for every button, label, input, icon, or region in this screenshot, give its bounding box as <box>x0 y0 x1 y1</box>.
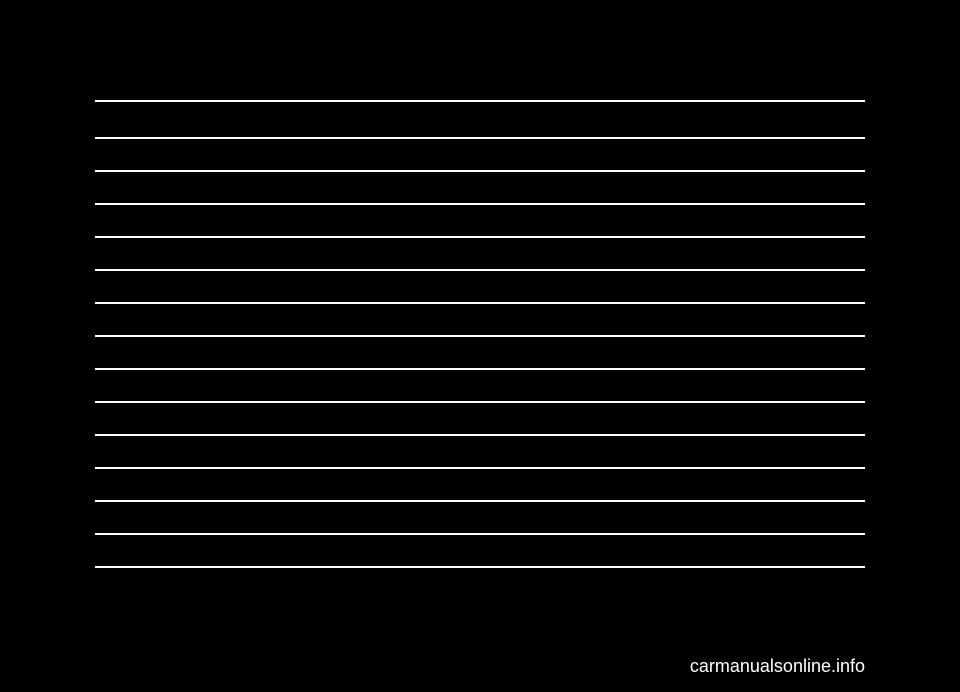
ruled-line <box>95 533 865 535</box>
ruled-line <box>95 236 865 238</box>
ruled-line <box>95 170 865 172</box>
ruled-line <box>95 368 865 370</box>
ruled-line <box>95 401 865 403</box>
ruled-line <box>95 302 865 304</box>
ruled-lines-container <box>95 100 865 572</box>
ruled-line <box>95 203 865 205</box>
ruled-line <box>95 100 865 102</box>
ruled-line <box>95 434 865 436</box>
ruled-line <box>95 269 865 271</box>
watermark-text: carmanualsonline.info <box>690 656 865 677</box>
ruled-line <box>95 566 865 568</box>
ruled-line <box>95 467 865 469</box>
ruled-line <box>95 137 865 139</box>
ruled-line <box>95 500 865 502</box>
ruled-line <box>95 335 865 337</box>
